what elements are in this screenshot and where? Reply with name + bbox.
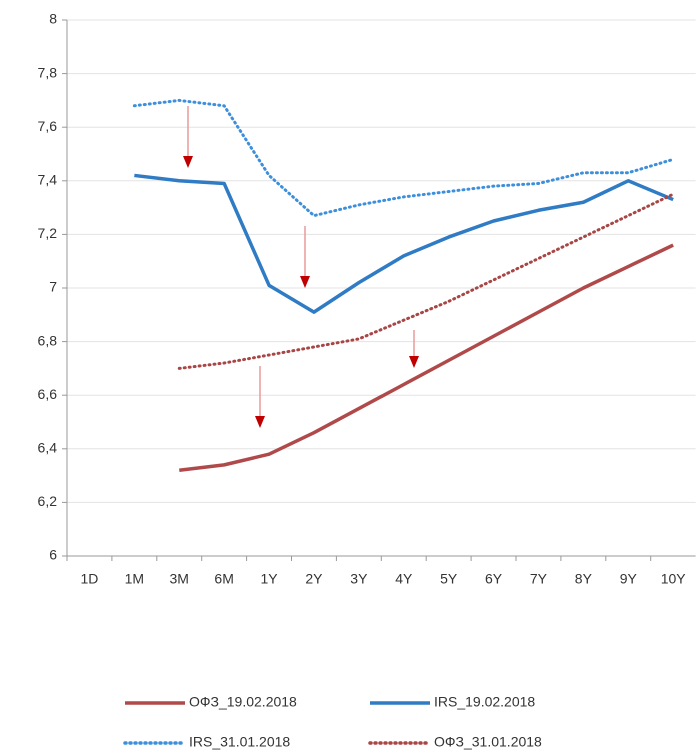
x-tick-label: 10Y bbox=[661, 571, 687, 587]
arrow-head bbox=[300, 276, 310, 288]
legend-label: ОФЗ_19.02.2018 bbox=[189, 694, 297, 710]
x-tick-label: 1M bbox=[125, 571, 144, 587]
x-tick-label: 5Y bbox=[440, 571, 458, 587]
arrow-head bbox=[409, 356, 419, 368]
series-line bbox=[179, 243, 674, 472]
y-tick-label: 7,2 bbox=[38, 225, 58, 241]
y-tick-label: 6,8 bbox=[38, 332, 58, 348]
x-tick-label: 3Y bbox=[350, 571, 368, 587]
legend-label: IRS_31.01.2018 bbox=[189, 734, 290, 750]
series-line bbox=[134, 173, 674, 314]
x-tick-label: 1D bbox=[80, 571, 98, 587]
plot: 6 6,2 6,4 6,6 6,8 7 7,2 7,4 7,6 7,8 8 1D 1M 3M 6M 1Y 2Y 3… bbox=[38, 11, 696, 750]
legend-label: IRS_19.02.2018 bbox=[434, 694, 535, 710]
y-tick-label: 6,4 bbox=[38, 440, 58, 456]
legend-label: ОФЗ_31.01.2018 bbox=[434, 734, 542, 750]
series-line bbox=[177, 192, 675, 370]
y-tick-label: 7 bbox=[49, 279, 57, 295]
y-tick-label: 6 bbox=[49, 547, 57, 563]
x-tick-label: 6Y bbox=[485, 571, 503, 587]
y-tick-label: 7,8 bbox=[38, 64, 58, 80]
y-tick-label: 6,6 bbox=[38, 386, 58, 402]
x-tick-label: 7Y bbox=[530, 571, 548, 587]
x-tick-label: 1Y bbox=[260, 571, 278, 587]
arrow-head bbox=[183, 156, 193, 168]
x-tick-label: 6M bbox=[214, 571, 233, 587]
x-tick-label: 9Y bbox=[620, 571, 638, 587]
arrow-head bbox=[255, 416, 265, 428]
y-tick-label: 7,4 bbox=[38, 172, 58, 188]
x-tick-label: 2Y bbox=[305, 571, 323, 587]
y-tick-label: 6,2 bbox=[38, 493, 58, 509]
arrows bbox=[183, 106, 419, 428]
series-line bbox=[132, 98, 675, 218]
x-tick-label: 3M bbox=[170, 571, 189, 587]
x-tick-label: 4Y bbox=[395, 571, 413, 587]
y-tick-label: 7,6 bbox=[38, 118, 58, 134]
y-tick-label: 8 bbox=[49, 11, 57, 27]
x-tick-label: 8Y bbox=[575, 571, 593, 587]
